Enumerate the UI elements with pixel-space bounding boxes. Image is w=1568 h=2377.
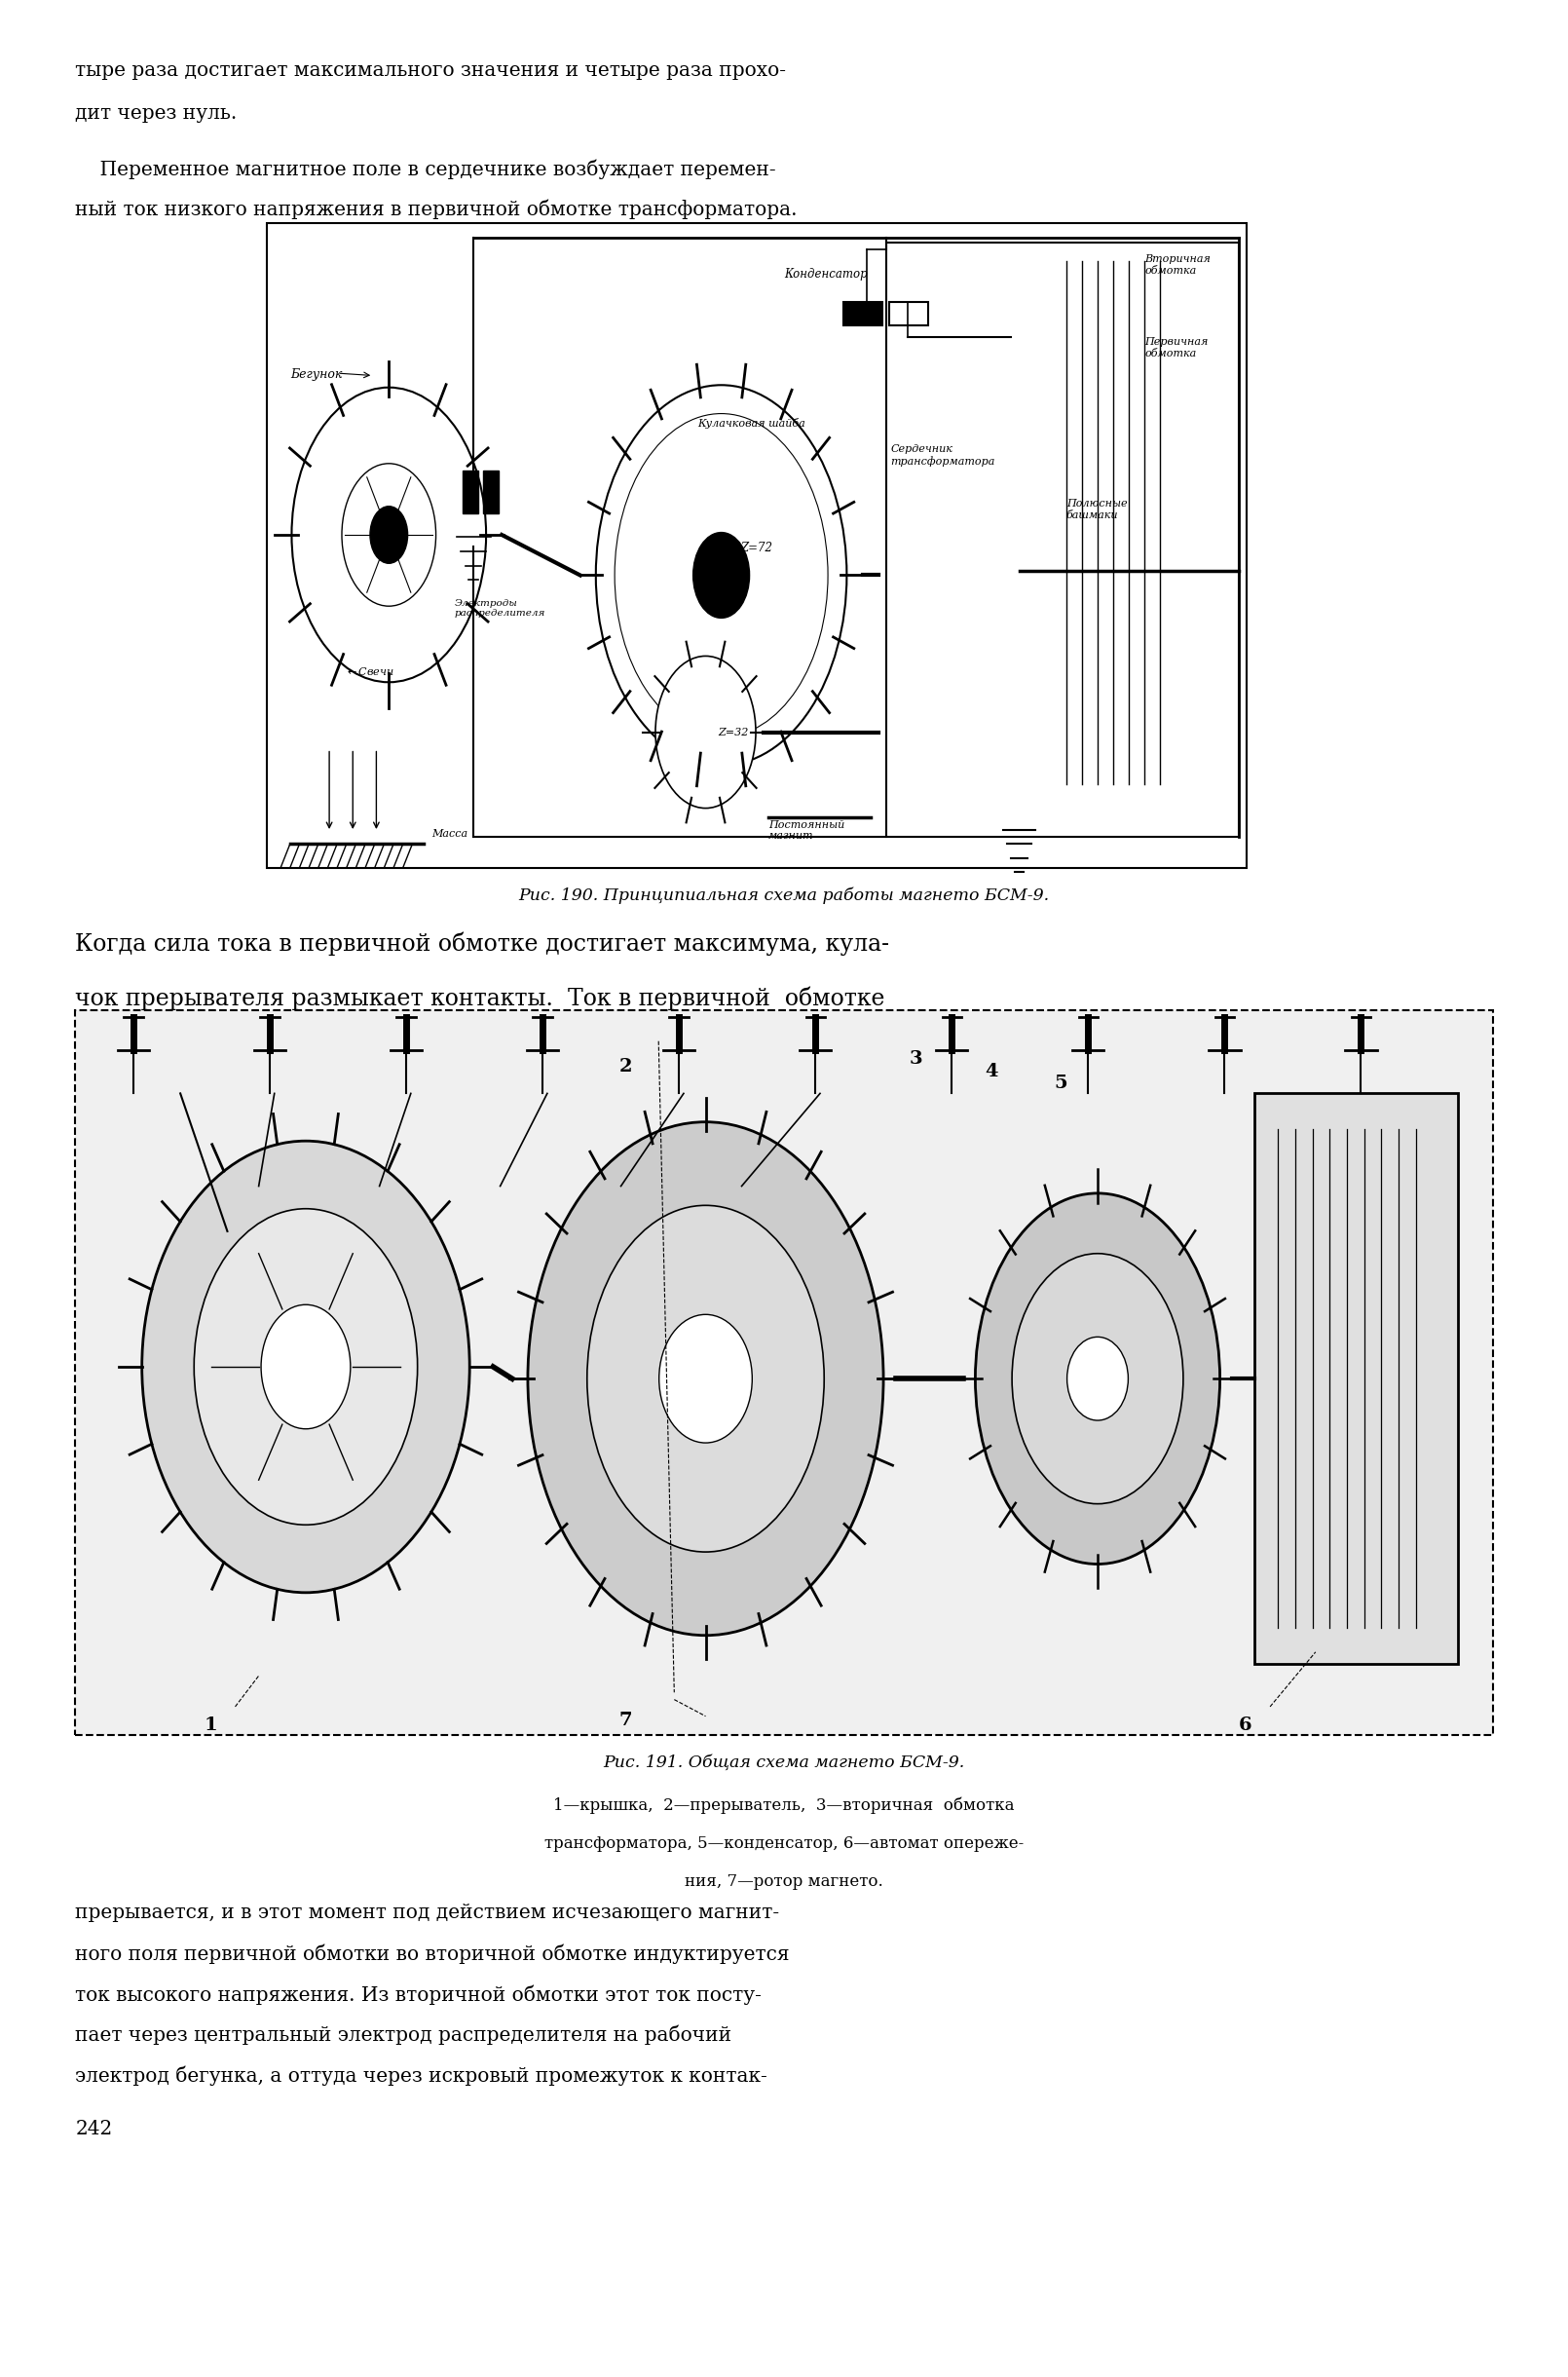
Ellipse shape [1011,1253,1184,1505]
Text: Первичная
обмотка: Первичная обмотка [1145,338,1209,359]
Text: 1: 1 [204,1716,218,1733]
Text: Постоянный
магнит: Постоянный магнит [768,820,845,841]
Ellipse shape [586,1205,825,1552]
Text: 6: 6 [1239,1716,1251,1733]
Text: электрод бегунка, а оттуда через искровый промежуток к контак-: электрод бегунка, а оттуда через искровы… [75,2066,767,2085]
Text: 2: 2 [619,1058,632,1074]
Text: прерывается, и в этот момент под действием исчезающего магнит-: прерывается, и в этот момент под действи… [75,1904,779,1923]
Bar [483,471,499,513]
Circle shape [693,532,750,618]
Text: ный ток низкого напряжения в первичной обмотке трансформатора.: ный ток низкого напряжения в первичной о… [75,200,798,219]
Text: Электроды
распределителя: Электроды распределителя [455,599,546,618]
Text: ного поля первичной обмотки во вторичной обмотке индуктируется: ного поля первичной обмотки во вторичной… [75,1944,790,1963]
Text: Конденсатор: Конденсатор [784,269,867,280]
Bar [889,302,928,326]
Bar [844,302,883,326]
Bar [75,1010,1493,1735]
Ellipse shape [1066,1336,1127,1421]
Text: Масса: Масса [431,830,467,839]
Text: 5: 5 [1054,1074,1066,1091]
Circle shape [342,464,436,606]
Ellipse shape [194,1208,417,1526]
Ellipse shape [141,1141,470,1593]
Text: 1—крышка,  2—прерыватель,  3—вторичная  обмотка: 1—крышка, 2—прерыватель, 3—вторичная обм… [554,1797,1014,1814]
Bar [463,471,478,513]
Bar [1254,1093,1458,1664]
Text: Кулачковая шайба: Кулачковая шайба [698,418,806,430]
Text: чок прерывателя размыкает контакты.  Ток в первичной  обмотке: чок прерывателя размыкает контакты. Ток … [75,986,884,1010]
Text: Когда сила тока в первичной обмотке достигает максимума, кула-: Когда сила тока в первичной обмотке дост… [75,932,889,956]
Bar [886,242,1239,837]
Circle shape [596,385,847,765]
Circle shape [655,656,756,808]
Text: Сердечник
трансформатора: Сердечник трансформатора [891,444,996,466]
Text: Рис. 191. Общая схема магнето БСМ-9.: Рис. 191. Общая схема магнето БСМ-9. [604,1754,964,1771]
Ellipse shape [659,1314,753,1443]
Text: 4: 4 [985,1063,997,1079]
Text: пает через центральный электрод распределителя на рабочий: пает через центральный электрод распреде… [75,2025,732,2044]
Circle shape [370,506,408,563]
Text: Z=72: Z=72 [740,542,771,554]
Text: Переменное магнитное поле в сердечнике возбуждает перемен-: Переменное магнитное поле в сердечнике в… [75,159,776,178]
Text: 3: 3 [909,1051,922,1067]
Circle shape [615,414,828,737]
Ellipse shape [975,1193,1220,1564]
Text: $\leftarrow$Свечи: $\leftarrow$Свечи [345,666,394,677]
Ellipse shape [528,1122,883,1635]
Text: 242: 242 [75,2120,113,2139]
Text: Z=32: Z=32 [718,727,748,737]
Text: ток высокого напряжения. Из вторичной обмотки этот ток посту-: ток высокого напряжения. Из вторичной об… [75,1985,762,2004]
Ellipse shape [260,1305,351,1429]
Text: ния, 7—ротор магнето.: ния, 7—ротор магнето. [685,1873,883,1890]
Text: трансформатора, 5—конденсатор, 6—автомат опереже-: трансформатора, 5—конденсатор, 6—автомат… [544,1835,1024,1852]
Bar [267,223,1247,868]
Text: дит через нуль.: дит через нуль. [75,105,237,124]
Text: Бегунок: Бегунок [290,368,342,380]
Text: 7: 7 [619,1711,632,1728]
Circle shape [292,387,486,682]
Text: Рис. 190. Принципиальная схема работы магнето БСМ-9.: Рис. 190. Принципиальная схема работы ма… [519,887,1049,903]
Text: Вторичная
обмотка: Вторичная обмотка [1145,254,1210,276]
Text: Полюсные
башмаки: Полюсные башмаки [1066,499,1127,521]
Text: тыре раза достигает максимального значения и четыре раза прохо-: тыре раза достигает максимального значен… [75,62,786,81]
